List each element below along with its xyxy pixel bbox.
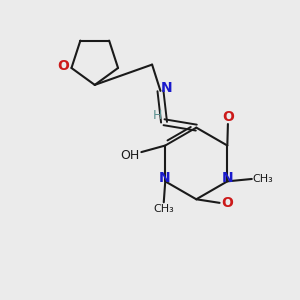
Text: CH₃: CH₃: [153, 204, 174, 214]
Text: N: N: [159, 171, 170, 185]
Text: O: O: [222, 110, 234, 124]
Text: H: H: [153, 109, 162, 122]
Text: O: O: [221, 196, 233, 210]
Text: CH₃: CH₃: [253, 174, 274, 184]
Text: N: N: [161, 82, 173, 95]
Text: N: N: [222, 171, 234, 185]
Text: OH: OH: [120, 149, 140, 162]
Text: O: O: [57, 59, 69, 74]
